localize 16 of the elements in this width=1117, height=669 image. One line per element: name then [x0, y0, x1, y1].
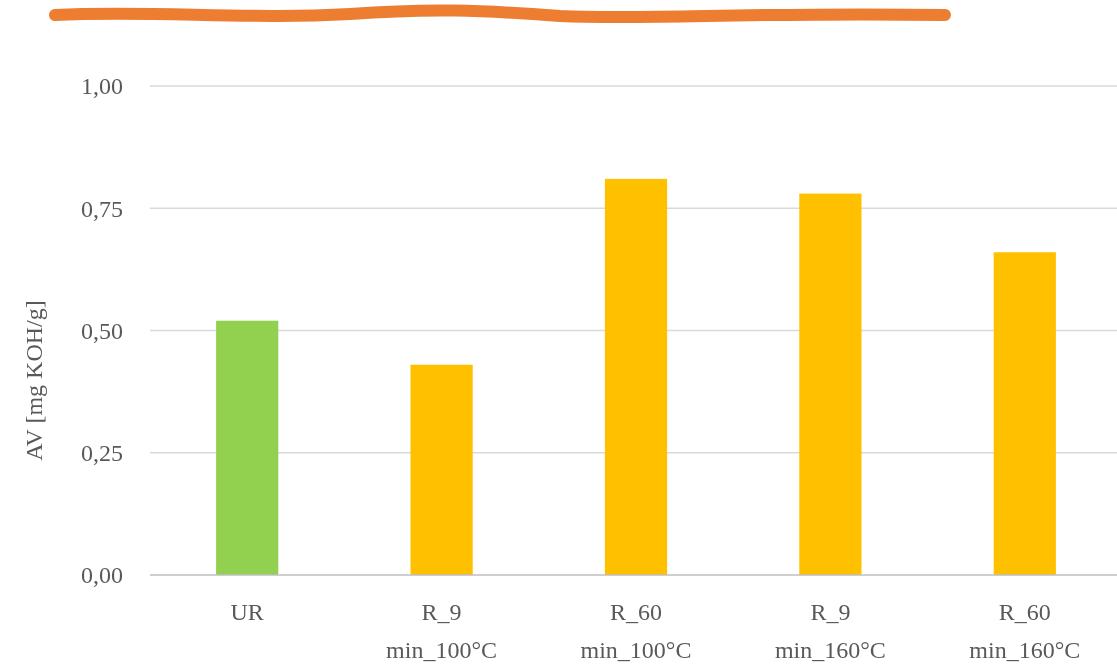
- bar: [410, 364, 473, 575]
- y-tick-label: 1,00: [81, 73, 123, 100]
- y-tick-label: 0,00: [81, 562, 123, 589]
- y-tick-label: 0,50: [81, 317, 123, 344]
- bar: [604, 178, 668, 575]
- bar: [993, 252, 1056, 575]
- y-tick-label: 0,75: [81, 195, 123, 222]
- y-tick-label: 0,25: [81, 440, 123, 467]
- x-tick-label: R_9 min_100°C: [386, 599, 498, 663]
- y-axis-title: AV [mg KOH/g]: [21, 300, 47, 461]
- bar: [799, 193, 862, 575]
- x-tick-label: UR: [230, 599, 264, 625]
- x-tick-label: R_60 min_160°C: [969, 599, 1081, 663]
- x-tick-label: R_60 min_100°C: [580, 599, 692, 663]
- bar: [216, 320, 279, 575]
- x-tick-label: R_9 min_160°C: [774, 599, 886, 663]
